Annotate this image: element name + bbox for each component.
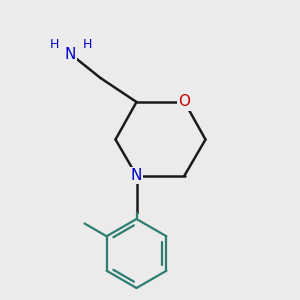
Text: H: H [82,38,92,52]
Text: H: H [49,38,59,52]
Text: O: O [178,94,190,110]
Text: N: N [65,46,76,62]
Text: N: N [131,168,142,183]
